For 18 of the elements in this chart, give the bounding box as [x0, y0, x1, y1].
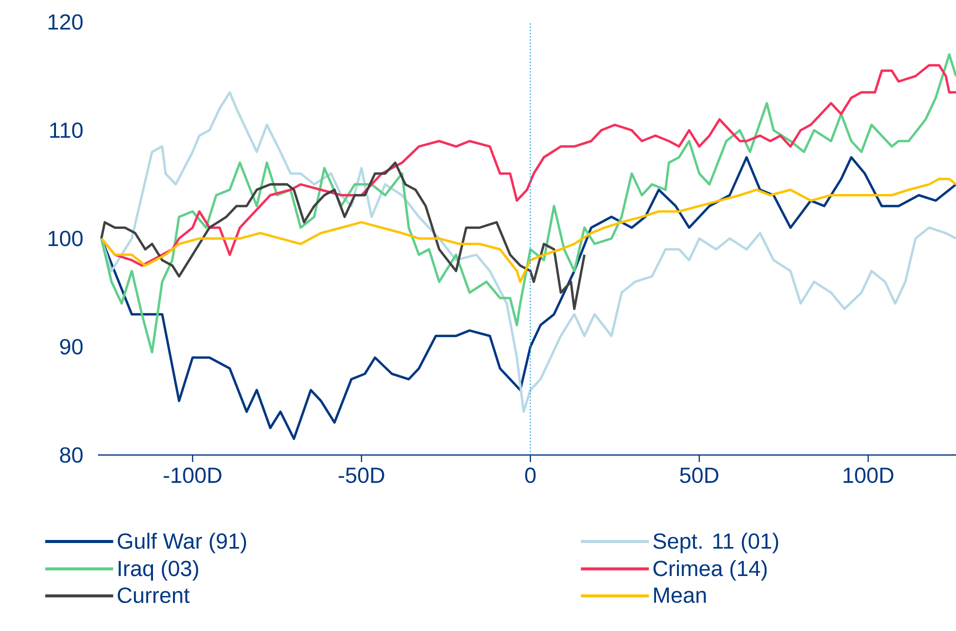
y-tick-label: 100 [48, 230, 83, 246]
x-tick-label: 50D [680, 468, 718, 484]
y-tick-label: 90 [60, 338, 83, 355]
line-series [100, 53, 956, 354]
legend-label: Current [118, 588, 190, 604]
legend-label: Sept. 11 (01) [653, 532, 778, 554]
line-series [100, 162, 586, 310]
x-tick-label: 100D [844, 468, 894, 484]
legend-label: Iraq (03) [118, 560, 198, 581]
legend-label: Mean [654, 588, 706, 603]
legend-label: Gulf War (91) [118, 532, 246, 554]
legend-label: Crimea (14) [653, 560, 767, 581]
y-tick-label: 120 [48, 14, 83, 30]
y-tick-label: 110 [50, 122, 83, 138]
y-tick-label: 80 [60, 447, 83, 463]
x-tick-label: 0 [525, 468, 536, 484]
x-tick-label: -100D [164, 468, 222, 484]
x-tick-label: -50D [338, 468, 384, 484]
